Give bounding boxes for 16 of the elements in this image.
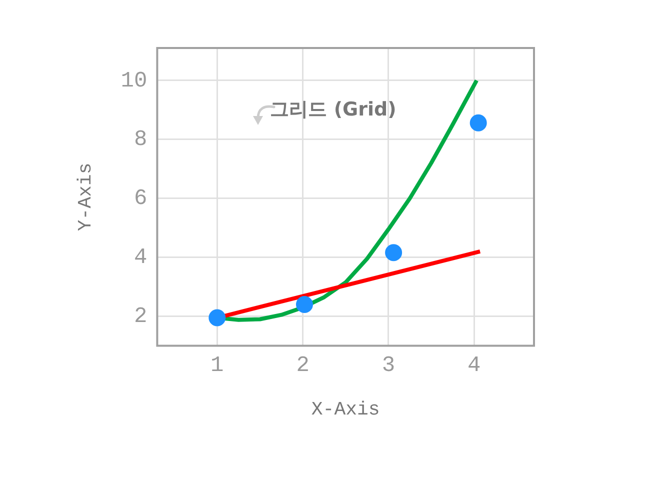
x-tick-label: 3 [382, 352, 396, 378]
annotation: 그리드 (Grid) [270, 98, 396, 120]
point [208, 309, 226, 326]
y-tick-label: 6 [134, 186, 148, 212]
point [385, 244, 402, 262]
point [296, 296, 313, 314]
y-tick-label: 8 [134, 127, 148, 152]
y-tick-label: 10 [120, 68, 148, 94]
x-tick-label: 4 [467, 352, 481, 378]
y-tick-label: 4 [134, 245, 148, 270]
x-tick-label: 1 [210, 352, 224, 378]
y-tick-label: 2 [134, 304, 148, 330]
x-tick-label: 2 [296, 352, 310, 378]
point [470, 114, 487, 132]
y-axis-title: Y-Axis [74, 162, 96, 232]
x-axis-title: X-Axis [311, 398, 380, 421]
